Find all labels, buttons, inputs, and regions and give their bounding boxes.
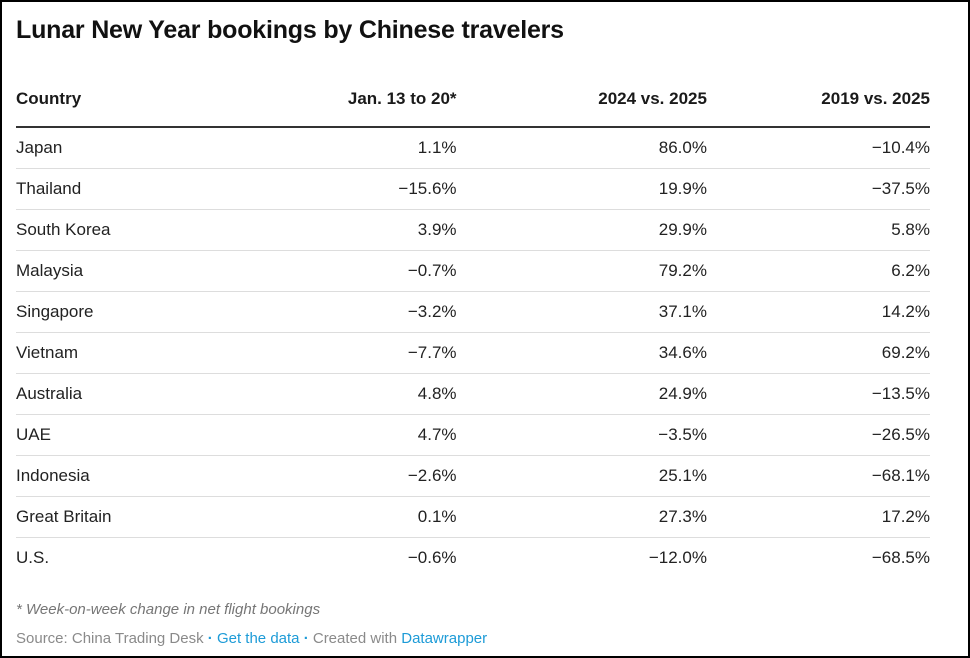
- country-cell: Indonesia: [16, 455, 291, 497]
- column-header-jan-13-to-20: Jan. 13 to 20*: [290, 70, 457, 128]
- value-cell: 34.6%: [456, 332, 707, 374]
- country-cell: Vietnam: [16, 332, 291, 374]
- value-cell: −7.7%: [290, 332, 457, 374]
- value-cell: 0.1%: [290, 496, 457, 538]
- country-cell: Malaysia: [16, 250, 291, 292]
- value-cell: −68.5%: [871, 547, 930, 567]
- column-header-2019-vs-2025: 2019 vs. 2025: [706, 70, 930, 128]
- country-cell: UAE: [16, 414, 291, 456]
- table-header: Country Jan. 13 to 20* 2024 vs. 2025 2019 v…: [16, 70, 930, 128]
- value-cell: 3.9%: [290, 209, 457, 251]
- value-cell: −68.1%: [706, 455, 930, 497]
- country-cell: Japan: [16, 126, 291, 169]
- column-header-country: Country: [16, 70, 291, 128]
- table-row: Thailand −15.6% 19.9% −37.5%: [16, 168, 930, 210]
- value-cell: 86.0%: [456, 126, 707, 169]
- country-cell: U.S.: [16, 547, 50, 567]
- table-body: Japan 1.1% 86.0% −10.4% Thailand −15.6% 19.9% −…: [16, 126, 930, 578]
- value-cell: 37.1%: [456, 291, 707, 333]
- value-cell: −15.6%: [290, 168, 457, 210]
- footnote: * Week-on-week change in net flight book…: [16, 600, 321, 618]
- value-cell: −13.5%: [706, 373, 930, 415]
- value-cell: 24.9%: [456, 373, 707, 415]
- table-row: UAE 4.7% −3.5% −26.5%: [16, 414, 930, 456]
- column-header-2024-vs-2025: 2024 vs. 2025: [456, 70, 707, 128]
- chart-title: Lunar New Year bookings by Chinese trave…: [16, 16, 564, 44]
- country-cell: Great Britain: [16, 496, 291, 538]
- value-cell: −37.5%: [706, 168, 930, 210]
- value-cell: 1.1%: [290, 126, 457, 169]
- country-cell: South Korea: [16, 209, 291, 251]
- table-row: Vietnam −7.7% 34.6% 69.2%: [16, 332, 930, 374]
- table-row: Great Britain 0.1% 27.3% 17.2%: [16, 496, 930, 538]
- created-with-label: Created with: [312, 629, 398, 647]
- separator-dot: ·: [303, 629, 309, 647]
- value-cell: 14.2%: [706, 291, 930, 333]
- value-cell: 25.1%: [456, 455, 707, 497]
- value-cell: 69.2%: [706, 332, 930, 374]
- value-cell: 19.9%: [456, 168, 707, 210]
- value-cell: −0.6%: [407, 547, 457, 567]
- value-cell: 27.3%: [456, 496, 707, 538]
- table-header-row: Country Jan. 13 to 20* 2024 vs. 2025 2019 v…: [16, 70, 930, 128]
- value-cell: 4.7%: [290, 414, 457, 456]
- value-cell: −3.5%: [456, 414, 707, 456]
- separator-dot: ·: [207, 629, 213, 647]
- datawrapper-link[interactable]: Datawrapper: [401, 629, 488, 647]
- country-cell: Australia: [16, 373, 291, 415]
- country-cell: Singapore: [16, 291, 291, 333]
- value-cell: −12.0%: [648, 547, 707, 567]
- value-cell: −26.5%: [706, 414, 930, 456]
- table-row: Singapore −3.2% 37.1% 14.2%: [16, 291, 930, 333]
- table-row: U.S. −0.6% −12.0% −68.5%: [16, 537, 930, 578]
- table-row: Malaysia −0.7% 79.2% 6.2%: [16, 250, 930, 292]
- value-cell: 79.2%: [456, 250, 707, 292]
- value-cell: 6.2%: [706, 250, 930, 292]
- value-cell: −3.2%: [290, 291, 457, 333]
- value-cell: −10.4%: [706, 126, 930, 169]
- country-cell: Thailand: [16, 168, 291, 210]
- source-prefix: Source:: [16, 629, 72, 647]
- table-row: Australia 4.8% 24.9% −13.5%: [16, 373, 930, 415]
- table-row: Indonesia −2.6% 25.1% −68.1%: [16, 455, 930, 497]
- value-cell: 17.2%: [706, 496, 930, 538]
- get-the-data-link[interactable]: Get the data: [216, 629, 300, 647]
- bookings-table: Country Jan. 13 to 20* 2024 vs. 2025 2019 v…: [16, 70, 930, 578]
- source-name: China Trading Desk: [71, 629, 204, 647]
- value-cell: 4.8%: [290, 373, 457, 415]
- value-cell: −2.6%: [290, 455, 457, 497]
- source-line: Source: China Trading Desk · Get the dat…: [16, 629, 928, 649]
- table-row: Japan 1.1% 86.0% −10.4%: [16, 126, 930, 169]
- table-row: South Korea 3.9% 29.9% 5.8%: [16, 209, 930, 251]
- value-cell: 29.9%: [456, 209, 707, 251]
- value-cell: 5.8%: [706, 209, 930, 251]
- value-cell: −0.7%: [290, 250, 457, 292]
